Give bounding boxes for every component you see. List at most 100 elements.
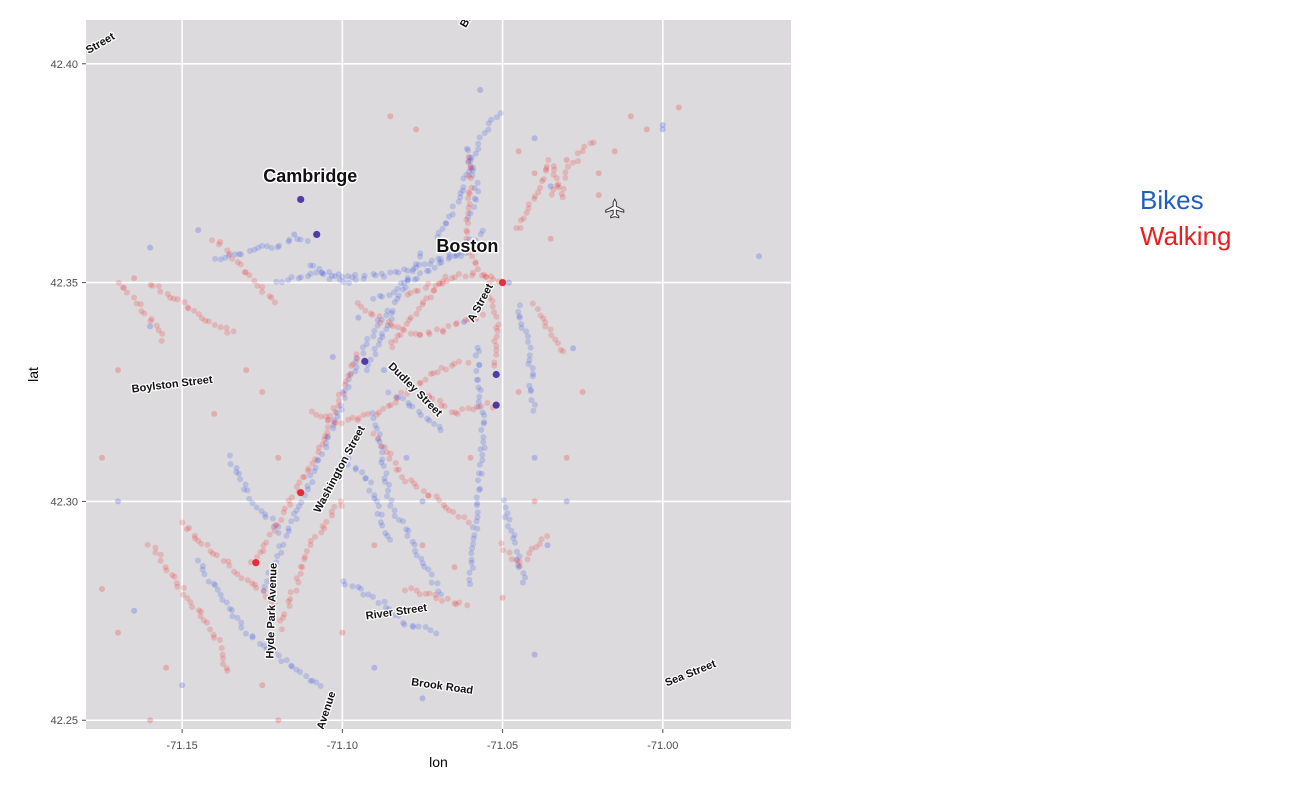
bikes-point <box>394 295 401 302</box>
walking-point <box>328 508 335 515</box>
bikes-point <box>425 566 432 573</box>
bikes-point <box>466 576 473 583</box>
walking-point <box>468 184 475 191</box>
bikes-point <box>391 289 397 296</box>
walking-point <box>131 275 138 282</box>
bikes-point <box>212 255 219 262</box>
bikes-point <box>434 580 441 587</box>
bikes-point <box>480 439 487 446</box>
bikes-point <box>247 248 253 254</box>
walking-point <box>186 525 193 531</box>
bikes-point <box>387 502 394 509</box>
bikes-point <box>273 559 280 566</box>
walking-point <box>353 351 360 358</box>
walking-point <box>325 424 331 431</box>
bikes-point <box>457 249 464 256</box>
walking-point <box>465 153 472 160</box>
bikes-point <box>528 397 535 404</box>
bikes-point <box>419 560 426 567</box>
walking-point <box>498 540 505 547</box>
walking-point <box>383 449 390 456</box>
bikes-point <box>417 250 424 257</box>
walking-point <box>493 342 500 349</box>
bikes-point <box>472 352 479 359</box>
bikes-point <box>314 457 321 464</box>
walking-point <box>493 351 500 358</box>
bikes-point <box>401 279 408 286</box>
bikes-point <box>368 479 375 486</box>
bikes-point <box>463 171 470 178</box>
walking-point <box>354 355 361 362</box>
walking-point <box>229 255 235 262</box>
bikes-point <box>217 591 224 598</box>
walking-point <box>439 280 446 287</box>
walking-point <box>173 580 180 587</box>
bikes-point <box>493 114 500 121</box>
walking-point <box>184 595 191 602</box>
walking-point <box>404 390 411 397</box>
bikes-point <box>485 120 492 127</box>
walking-point <box>339 629 346 636</box>
bikes-point <box>349 274 356 281</box>
bikes-point <box>469 167 476 174</box>
walking-point <box>121 284 127 291</box>
walking-point <box>448 362 455 369</box>
bikes-point <box>504 523 511 530</box>
bikes-point <box>384 322 391 329</box>
walking-point <box>342 381 348 388</box>
bikes-point <box>531 401 538 408</box>
bikes-point <box>379 330 385 337</box>
walking-point <box>278 517 285 523</box>
walking-point <box>465 359 472 366</box>
bikes-point <box>263 646 270 653</box>
bikes-point <box>288 662 295 669</box>
walking-point <box>329 512 335 519</box>
walking-point <box>364 411 371 417</box>
walking-point <box>559 194 566 201</box>
bikes-point <box>756 253 762 260</box>
bikes-point <box>525 333 531 340</box>
walking-point <box>286 602 293 609</box>
bikes-point <box>386 292 393 299</box>
walking-point <box>253 584 260 591</box>
bikes-point <box>370 415 377 422</box>
bikes-point <box>294 236 301 243</box>
walking-point <box>444 278 450 285</box>
walking-point <box>387 402 394 409</box>
bikes-point <box>402 284 409 291</box>
walking-point <box>451 360 458 367</box>
bikes-point <box>372 422 379 429</box>
bikes-point <box>264 646 271 653</box>
walking-point <box>453 320 460 327</box>
bikes-point <box>340 279 347 286</box>
walking-point <box>552 336 559 343</box>
walking-point <box>238 575 245 582</box>
walking-point <box>515 389 522 395</box>
walking-point <box>534 306 541 313</box>
bikes-point <box>332 273 338 280</box>
bikes-point <box>298 499 305 506</box>
bikes-point <box>453 252 460 259</box>
walking-point <box>337 498 344 505</box>
walking-point <box>298 563 304 570</box>
bikes-point <box>455 198 462 205</box>
bikes-point <box>201 571 208 578</box>
walking-point <box>529 300 536 307</box>
walking-point <box>153 322 160 329</box>
bikes-point <box>341 387 348 394</box>
walking-point <box>324 417 331 424</box>
walking-point <box>124 289 130 296</box>
bikes-point <box>473 196 480 203</box>
bikes-point <box>319 270 325 276</box>
walking-point <box>387 450 394 457</box>
bikes-point <box>473 494 480 501</box>
walking-point <box>152 544 159 551</box>
bikes-point <box>500 497 507 504</box>
bikes-point <box>179 682 186 689</box>
walking-point <box>195 607 202 614</box>
walking-point <box>466 190 473 197</box>
bikes-point <box>403 454 410 461</box>
bikes-point <box>428 579 435 586</box>
bikes-point <box>371 327 378 334</box>
bikes-point <box>415 623 422 630</box>
